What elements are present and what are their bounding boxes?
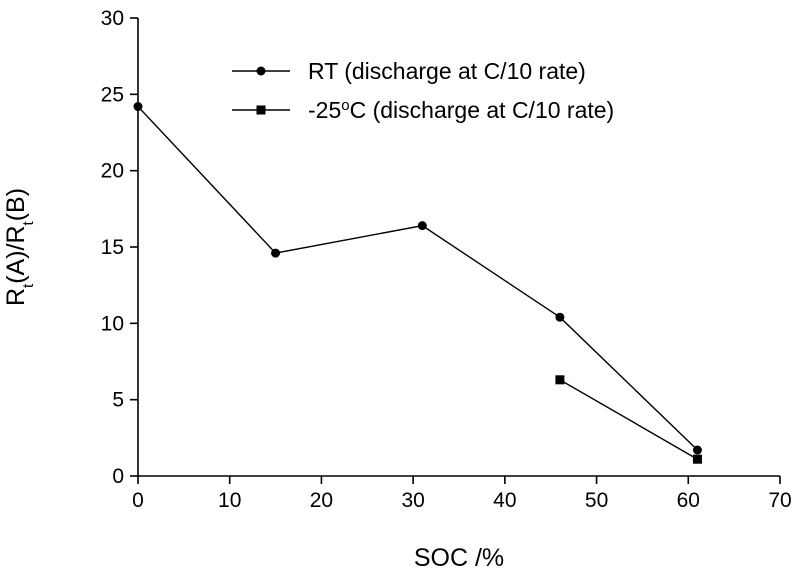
data-point [133, 102, 143, 112]
legend-marker-square [256, 105, 266, 115]
series-line-0 [137, 106, 698, 451]
y-axis-title-part: t [20, 283, 37, 288]
legend-marker-circle [256, 66, 266, 76]
plot-area: 0 5 10 15 20 25 30 0 10 20 30 40 50 60 70 [101, 7, 792, 512]
legend-label-part: o [341, 97, 349, 114]
series-group [133, 102, 702, 464]
data-point [555, 375, 565, 385]
y-tick-label: 10 [101, 312, 124, 335]
legend-label-part: RT (discharge at C/10 rate) [308, 58, 586, 84]
series-line-1 [559, 379, 698, 460]
x-tick-label: 50 [585, 489, 608, 512]
y-axis-title-part: (A)/R [2, 225, 30, 283]
x-tick-label: 30 [401, 489, 424, 512]
x-tick-label: 10 [218, 489, 241, 512]
y-axis-title-part: R [2, 288, 30, 306]
y-tick-label: 30 [101, 7, 124, 30]
y-tick-label: 0 [112, 465, 124, 488]
data-point [555, 312, 565, 322]
x-tick-label: 70 [768, 489, 791, 512]
legend-label-part: -25 [308, 97, 341, 123]
data-point [692, 454, 702, 464]
y-axis-title: Rt(A)/Rt(B) [2, 188, 37, 306]
data-point [271, 248, 281, 258]
legend-label-part: C (discharge at C/10 rate) [350, 97, 615, 123]
y-ticks: 0 5 10 15 20 25 30 [101, 7, 138, 488]
y-tick-label: 25 [101, 83, 124, 106]
legend-label-0: RT (discharge at C/10 rate) [308, 58, 586, 84]
x-tick-label: 40 [493, 489, 516, 512]
x-axis-title: SOC /% [414, 544, 504, 572]
y-tick-label: 20 [101, 160, 124, 183]
x-tick-label: 0 [132, 489, 144, 512]
y-axis-title-part: (B) [2, 188, 30, 221]
y-tick-label: 15 [101, 236, 124, 259]
data-point [692, 445, 702, 455]
data-point [417, 221, 427, 231]
legend: RT (discharge at C/10 rate) -25oC (discha… [232, 58, 614, 123]
x-tick-label: 60 [677, 489, 700, 512]
y-tick-label: 5 [112, 389, 124, 412]
y-axis-title-part: t [20, 220, 37, 225]
x-tick-label: 20 [310, 489, 333, 512]
legend-label-1: -25oC (discharge at C/10 rate) [308, 97, 614, 124]
x-ticks: 0 10 20 30 40 50 60 70 [132, 476, 792, 512]
